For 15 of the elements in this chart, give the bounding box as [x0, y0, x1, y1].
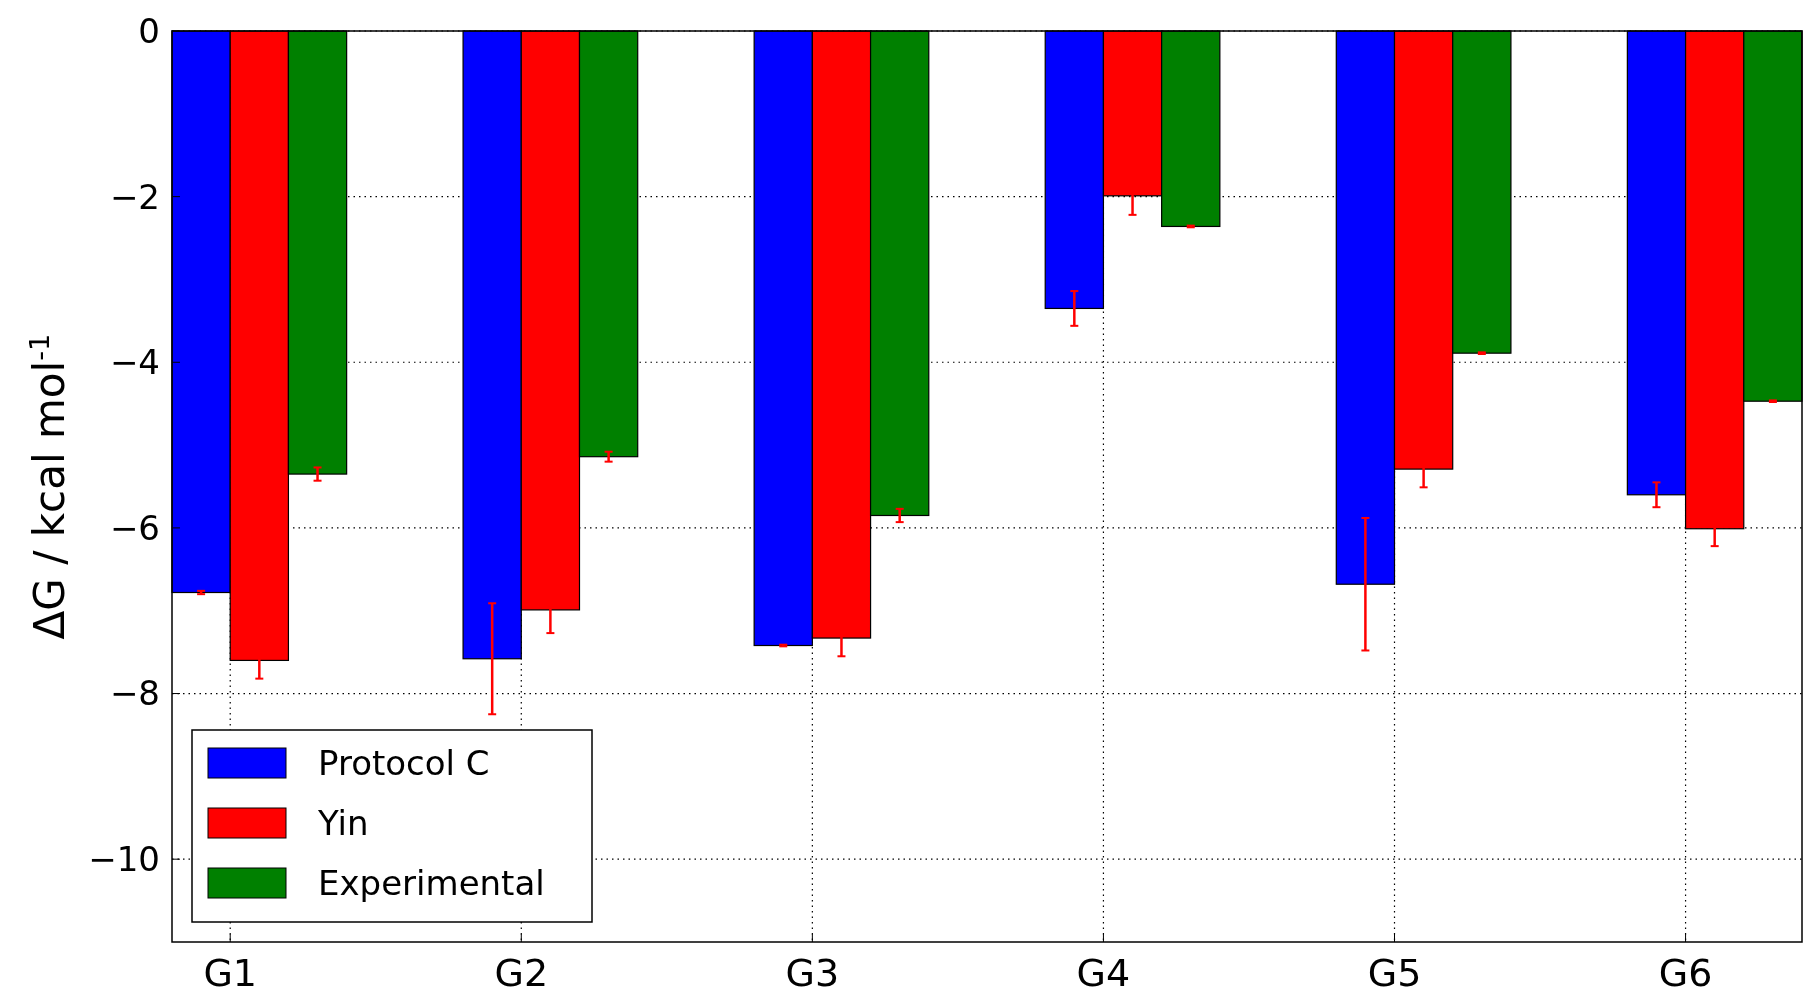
legend-label: Protocol C	[318, 742, 490, 783]
y-tick-label: 0	[138, 10, 160, 51]
legend-label: Experimental	[318, 862, 545, 903]
x-tick-label: G4	[1076, 951, 1131, 994]
x-tick-label: G5	[1367, 951, 1422, 994]
x-tick-label: G1	[203, 951, 258, 994]
y-tick-label: −4	[109, 342, 160, 383]
y-tick-label: −6	[109, 507, 160, 548]
legend-label: Yin	[317, 802, 369, 843]
x-tick-label: G3	[785, 951, 840, 994]
x-tick-label: G6	[1658, 951, 1713, 994]
y-tick-label: −8	[109, 673, 160, 714]
y-tick-label: −10	[88, 839, 160, 880]
y-tick-label: −2	[109, 176, 160, 217]
x-tick-label: G2	[494, 951, 549, 994]
